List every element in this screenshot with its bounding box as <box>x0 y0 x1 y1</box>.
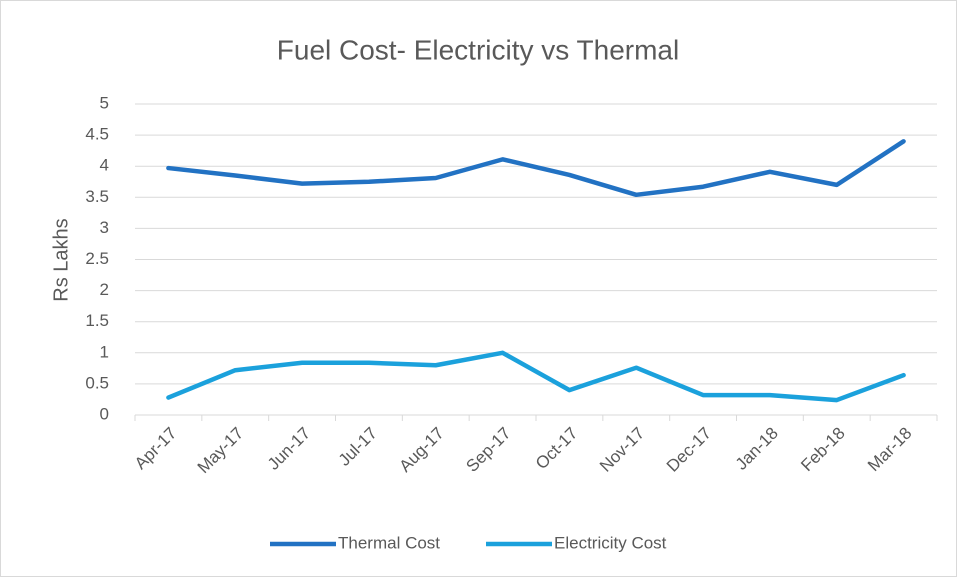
y-tick-label: 4 <box>100 156 109 175</box>
y-tick-label: 2 <box>100 280 109 299</box>
line-series <box>166 350 906 403</box>
y-tick-label: 1 <box>100 342 109 361</box>
y-tick-label: 4.5 <box>85 125 109 144</box>
y-tick-label: 3 <box>100 218 109 237</box>
line-series <box>166 139 906 198</box>
y-tick-label: 5 <box>100 93 109 112</box>
y-tick-label: 0 <box>100 404 109 423</box>
chart-title: Fuel Cost- Electricity vs Thermal <box>277 34 679 65</box>
y-tick-label: 2.5 <box>85 249 109 268</box>
legend-label: Electricity Cost <box>554 533 667 552</box>
legend-label: Thermal Cost <box>338 533 440 552</box>
y-axis-label: Rs Lakhs <box>50 218 72 301</box>
y-tick-label: 1.5 <box>85 311 109 330</box>
y-tick-label: 3.5 <box>85 187 109 206</box>
y-tick-label: 0.5 <box>85 373 109 392</box>
